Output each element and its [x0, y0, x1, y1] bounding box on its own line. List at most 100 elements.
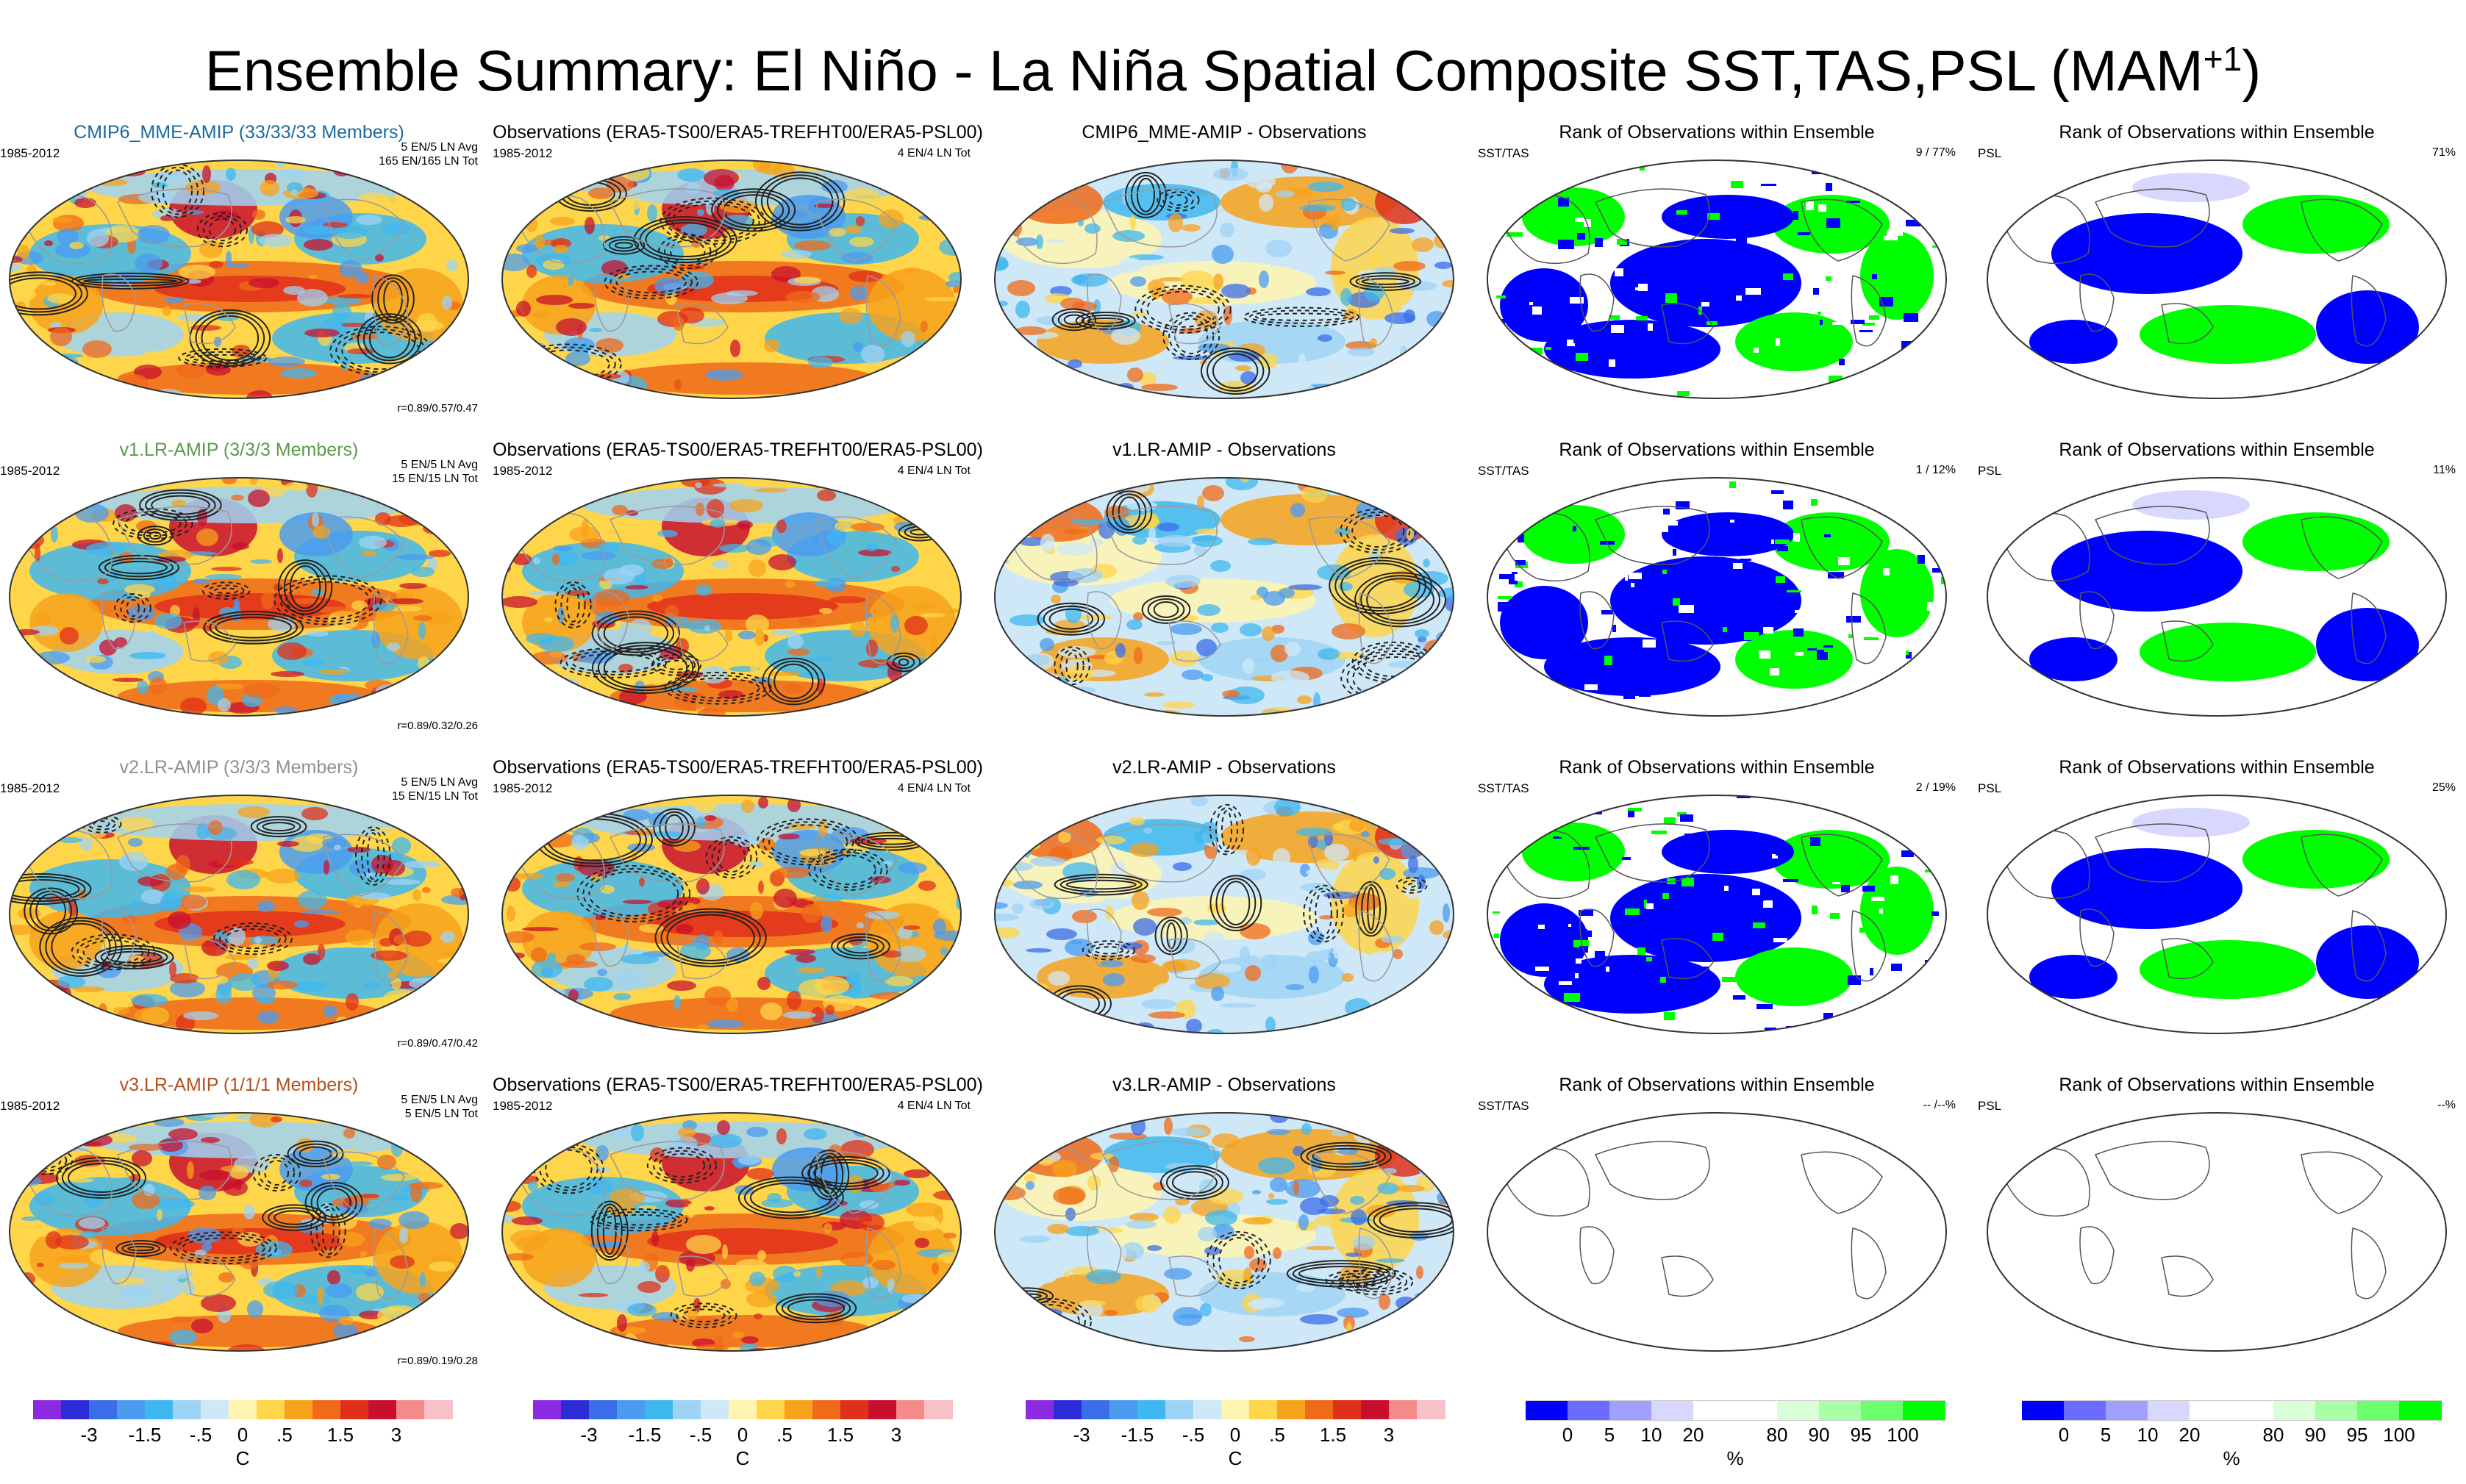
- colorbar-swatch: [201, 1400, 229, 1419]
- tot-count: 165 EN/165 LN Tot: [379, 155, 478, 168]
- colorbar-tick-label: 95: [1850, 1424, 1872, 1446]
- panel-title: v3.LR-AMIP (1/1/1 Members): [119, 1075, 359, 1095]
- pattern-correlation: r=0.89/0.32/0.26: [397, 720, 478, 732]
- map-rank-sst: [1487, 477, 1947, 717]
- panel-r1-diff: CMIP6_MME-AMIP - Observations: [985, 121, 1463, 430]
- composite-info: 5 EN/5 LN Avg 165 EN/165 LN Tot: [379, 140, 478, 168]
- colorbar-swatch: [2022, 1400, 2065, 1421]
- panel-r3-rank-psl: Rank of Observations within Ensemble PSL 2…: [1978, 756, 2456, 1065]
- colorbar-swatch: [729, 1400, 757, 1419]
- colorbar-unit: C: [1228, 1447, 1243, 1469]
- tot-count: 5 EN/5 LN Tot: [404, 1108, 478, 1120]
- colorbar-tick-label: 95: [2346, 1424, 2368, 1446]
- colorbar-tick-label: 0: [737, 1424, 748, 1446]
- map-rank-psl: [1987, 1112, 2447, 1352]
- colorbar-swatch: [701, 1400, 729, 1419]
- colorbar-tick-label: 100: [1887, 1424, 1919, 1446]
- colorbar-tick-label: 3: [890, 1424, 902, 1446]
- panel-r4-rank-psl: Rank of Observations within Ensemble PSL -…: [1978, 1074, 2456, 1383]
- panel-r4-diff: v3.LR-AMIP - Observations: [985, 1074, 1463, 1383]
- colorbar-tick-label: 80: [1766, 1424, 1788, 1446]
- variable-label: PSL: [1978, 1099, 2002, 1113]
- panel-title: Rank of Observations within Ensemble: [1559, 440, 1875, 460]
- colorbar-tick-label: -.5: [1182, 1424, 1205, 1446]
- colorbar-tick-label: 80: [2262, 1424, 2284, 1446]
- variable-label: PSL: [1978, 146, 2002, 160]
- rank-value: 2 / 19%: [1915, 781, 1956, 794]
- colorbar-swatch: [2190, 1400, 2232, 1421]
- panel-title: Observations (ERA5-TS00/ERA5-TREFHT00/ER…: [493, 1075, 983, 1095]
- colorbar-swatch: [312, 1400, 341, 1419]
- map-diff: [994, 477, 1454, 717]
- colorbar-tick-label: -.5: [189, 1424, 212, 1446]
- map-rank-sst: [1487, 1112, 1947, 1352]
- pattern-correlation: r=0.89/0.57/0.47: [397, 402, 478, 415]
- colorbar-tick-label: 20: [1682, 1424, 1704, 1446]
- colorbar-swatch: [1082, 1400, 1110, 1419]
- colorbar-unit: %: [1726, 1447, 1744, 1469]
- panel-title: Rank of Observations within Ensemble: [1559, 1075, 1875, 1095]
- colorbar-tick-label: 3: [390, 1424, 402, 1446]
- panel-title: Rank of Observations within Ensemble: [1559, 122, 1875, 143]
- colorbar-tick-label: 90: [1808, 1424, 1830, 1446]
- colorbar-tick-label: -1.5: [128, 1424, 162, 1446]
- colorbar-tick-label: -3: [1073, 1424, 1090, 1446]
- colorbar-tick-label: .5: [776, 1424, 793, 1446]
- colorbar-swatch: [1165, 1400, 1194, 1419]
- colorbar-tick-label: 0: [1562, 1424, 1573, 1446]
- colorbar-swatch: [868, 1400, 897, 1419]
- colorbar-swatch: [2357, 1400, 2400, 1421]
- panel-r4-rank-sst: Rank of Observations within Ensemble SST/…: [1478, 1074, 1956, 1383]
- colorbar-rank-1: 0 5 10 20 80 90 95 100%: [1526, 1400, 1945, 1481]
- colorbar-swatch: [2064, 1400, 2106, 1421]
- colorbar-swatch: [2231, 1400, 2274, 1421]
- colorbar-temp-3: -3 -1.5 -.5 0 .5 1.5 3 C: [1026, 1400, 1445, 1481]
- colorbar-tick-label: 3: [1383, 1424, 1395, 1446]
- panel-title: Rank of Observations within Ensemble: [1559, 757, 1875, 778]
- colorbar-tick-label: 10: [2137, 1424, 2159, 1446]
- panel-r2-model: v1.LR-AMIP (3/3/3 Members) 1985-2012 5 EN/…: [0, 439, 478, 748]
- map-diff: [994, 795, 1454, 1034]
- colorbar-tick-label: 90: [2304, 1424, 2326, 1446]
- tot-count: 15 EN/15 LN Tot: [391, 790, 478, 803]
- colorbar-swatch: [1193, 1400, 1222, 1419]
- panel-r1-rank-sst: Rank of Observations within Ensemble SST/…: [1478, 121, 1956, 430]
- colorbar-swatch: [89, 1400, 118, 1419]
- colorbar-swatch: [1693, 1400, 1736, 1421]
- colorbar-swatch: [61, 1400, 90, 1419]
- panel-r3-rank-sst: Rank of Observations within Ensemble SST/…: [1478, 756, 1956, 1065]
- period-label: 1985-2012: [493, 146, 553, 160]
- period-label: 1985-2012: [0, 1099, 60, 1113]
- colorbar-swatch: [1026, 1400, 1054, 1419]
- colorbar-swatch: [1137, 1400, 1166, 1419]
- colorbar-swatch: [117, 1400, 146, 1419]
- panel-r3-diff: v2.LR-AMIP - Observations: [985, 756, 1463, 1065]
- tot-count: 15 EN/15 LN Tot: [391, 473, 478, 485]
- obs-count: 4 EN/4 LN Tot: [897, 1100, 971, 1112]
- colorbar-swatch: [1861, 1400, 1904, 1421]
- obs-count: 4 EN/4 LN Tot: [897, 465, 971, 477]
- colorbar-swatch: [1735, 1400, 1778, 1421]
- colorbar-swatch: [2273, 1400, 2316, 1421]
- colorbar-tick-label: .5: [1269, 1424, 1285, 1446]
- colorbar-swatch: [340, 1400, 369, 1419]
- panel-r2-obs: Observations (ERA5-TS00/ERA5-TREFHT00/ER…: [493, 439, 983, 748]
- rank-value: --%: [2437, 1099, 2456, 1111]
- panel-title: v3.LR-AMIP - Observations: [1112, 1075, 1336, 1095]
- colorbar-swatch: [1277, 1400, 1306, 1419]
- colorbar-swatch: [785, 1400, 813, 1419]
- avg-count: 5 EN/5 LN Avg: [401, 776, 478, 789]
- period-label: 1985-2012: [493, 464, 553, 478]
- colorbar-tick-label: 5: [2100, 1424, 2112, 1446]
- colorbar-swatch: [1819, 1400, 1862, 1421]
- panel-r4-obs: Observations (ERA5-TS00/ERA5-TREFHT00/ER…: [493, 1074, 983, 1383]
- map-model: [9, 477, 469, 717]
- variable-label: PSL: [1978, 781, 2002, 795]
- panel-title: v2.LR-AMIP - Observations: [1112, 757, 1336, 778]
- period-label: 1985-2012: [493, 781, 553, 795]
- colorbar-swatch: [812, 1400, 841, 1419]
- colorbar-tick-label: 20: [2179, 1424, 2201, 1446]
- map-rank-psl: [1987, 159, 2447, 399]
- colorbar-swatch: [1221, 1400, 1250, 1419]
- composite-info: 5 EN/5 LN Avg 5 EN/5 LN Tot: [401, 1093, 478, 1121]
